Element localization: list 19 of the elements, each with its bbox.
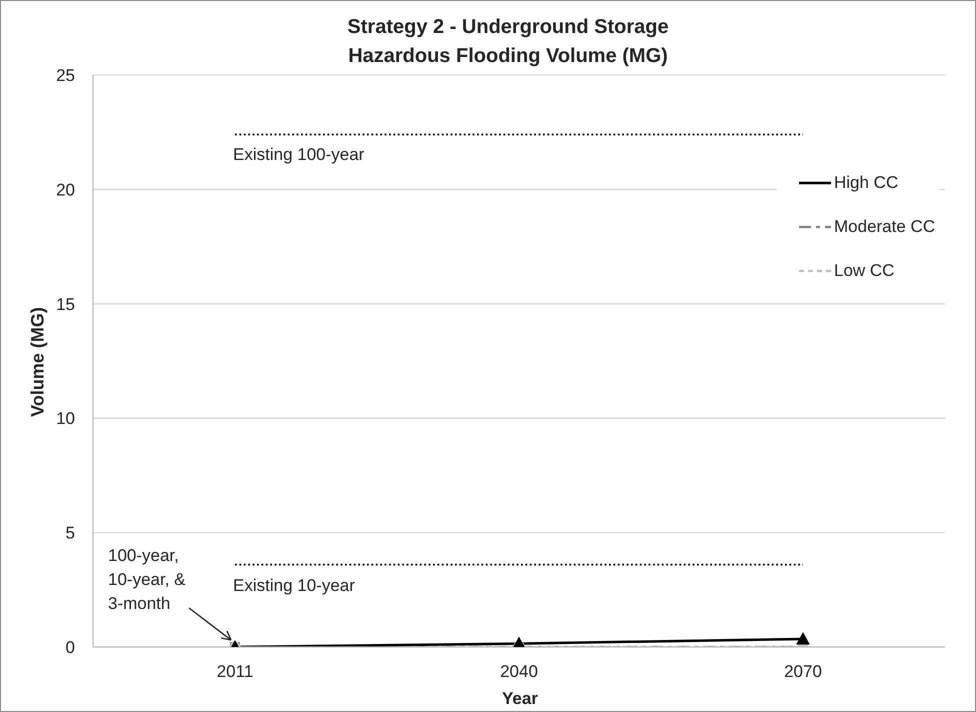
chart-subtitle: Hazardous Flooding Volume (MG) (348, 45, 668, 67)
legend-label: Low CC (834, 261, 894, 281)
y-tick-label: 15 (56, 294, 75, 314)
chart-title: Strategy 2 - Underground Storage (347, 16, 669, 38)
x-tick-label: 2070 (784, 662, 822, 682)
annotation: 100-year, 10-year, & 3-month (108, 546, 186, 613)
y-axis-title: Volume (MG) (28, 307, 48, 417)
legend-label: High CC (834, 173, 898, 193)
y-tick-label: 5 (66, 524, 75, 543)
y-tick-label: 0 (66, 638, 75, 658)
ref-line-label: Existing 100-year (233, 145, 364, 166)
y-tick-label: 20 (56, 180, 75, 200)
x-axis-title: Year (502, 689, 538, 708)
y-tick-label: 10 (56, 409, 75, 428)
x-tick-label: 2040 (500, 662, 538, 682)
x-tick-label: 2011 (216, 662, 254, 682)
y-tick-label: 25 (56, 66, 75, 86)
ref-line-label: Existing 10-year (233, 576, 355, 596)
legend-label: Moderate CC (834, 217, 936, 237)
